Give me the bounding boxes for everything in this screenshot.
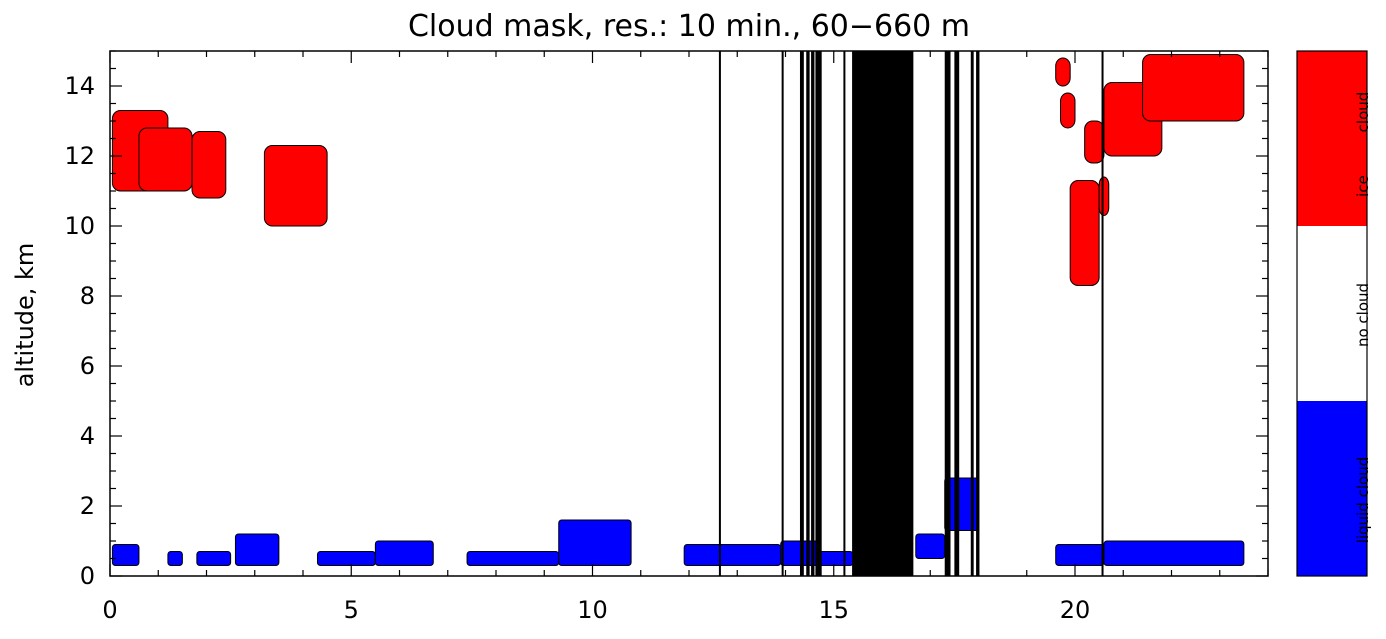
x-tick-label: 20 bbox=[1060, 596, 1091, 624]
ice-cloud-region bbox=[1069, 180, 1100, 286]
y-tick-label: 4 bbox=[80, 422, 95, 450]
liquid-cloud-region bbox=[234, 533, 280, 566]
missing-data-band bbox=[970, 51, 974, 576]
liquid-cloud-region bbox=[558, 519, 632, 566]
x-tick-label: 10 bbox=[577, 596, 608, 624]
liquid-cloud-region bbox=[466, 551, 560, 566]
y-tick-label: 8 bbox=[80, 282, 95, 310]
colorbar-frame bbox=[1296, 50, 1368, 577]
missing-data-band bbox=[806, 51, 810, 576]
y-axis-title: altitude, km bbox=[11, 243, 39, 388]
plot-area bbox=[110, 51, 1268, 576]
ice-cloud-region bbox=[1142, 54, 1245, 122]
colorbar-label-liquid-cloud: liquid cloud bbox=[1354, 457, 1372, 543]
liquid-cloud-region bbox=[167, 551, 183, 566]
colorbar-segment bbox=[1297, 226, 1367, 401]
ice-cloud-region bbox=[1098, 176, 1110, 216]
axes: 0 5 10 15 20 0 2 4 6 8 10 12 14 bbox=[64, 50, 1269, 624]
x-tick-label: 0 bbox=[102, 596, 117, 624]
missing-data-band bbox=[718, 51, 721, 576]
y-tick-label: 2 bbox=[80, 492, 95, 520]
missing-data-band bbox=[852, 51, 914, 576]
liquid-cloud-region bbox=[316, 551, 376, 566]
ice-cloud-region bbox=[1060, 92, 1076, 129]
liquid-cloud-region bbox=[1055, 544, 1105, 566]
y-tick-label: 12 bbox=[64, 142, 95, 170]
ice-cloud-region bbox=[263, 145, 328, 227]
ice-cloud-region bbox=[191, 131, 227, 199]
y-tick-label: 10 bbox=[64, 212, 95, 240]
colorbar: cloud ice no cloud liquid cloud bbox=[1296, 50, 1372, 577]
x-tick-label: 5 bbox=[344, 596, 359, 624]
chart-title: Cloud mask, res.: 10 min., 60−660 m bbox=[408, 9, 970, 44]
y-tick-label: 6 bbox=[80, 352, 95, 380]
liquid-cloud-region bbox=[374, 540, 434, 566]
liquid-cloud-region bbox=[196, 551, 232, 566]
x-tick-label: 15 bbox=[818, 596, 849, 624]
missing-data-band bbox=[954, 51, 960, 576]
liquid-cloud-region bbox=[818, 551, 854, 566]
colorbar-segment bbox=[1297, 51, 1367, 226]
plot-background bbox=[110, 51, 1268, 576]
missing-data-band bbox=[815, 51, 822, 576]
colorbar-label-cloud: cloud bbox=[1354, 92, 1372, 133]
ice-cloud-region bbox=[1084, 120, 1105, 164]
ice-cloud-region bbox=[138, 127, 193, 192]
missing-data-band bbox=[843, 51, 846, 576]
liquid-cloud-region bbox=[915, 533, 946, 559]
liquid-cloud-region bbox=[1103, 540, 1245, 566]
liquid-cloud-region bbox=[683, 544, 782, 566]
missing-data-band bbox=[1101, 51, 1104, 576]
ice-cloud-region bbox=[1055, 57, 1071, 87]
colorbar-segment bbox=[1297, 401, 1367, 576]
missing-data-band bbox=[799, 51, 804, 576]
y-tick-label: 14 bbox=[64, 72, 95, 100]
y-tick-label: 0 bbox=[80, 562, 95, 590]
missing-data-band bbox=[811, 51, 815, 576]
liquid-cloud-region bbox=[111, 544, 140, 566]
missing-data-band bbox=[781, 51, 784, 576]
missing-data-band bbox=[976, 51, 980, 576]
missing-data-band bbox=[944, 51, 951, 576]
colorbar-label-ice: ice bbox=[1354, 175, 1372, 197]
colorbar-label-no-cloud: no cloud bbox=[1354, 283, 1372, 347]
